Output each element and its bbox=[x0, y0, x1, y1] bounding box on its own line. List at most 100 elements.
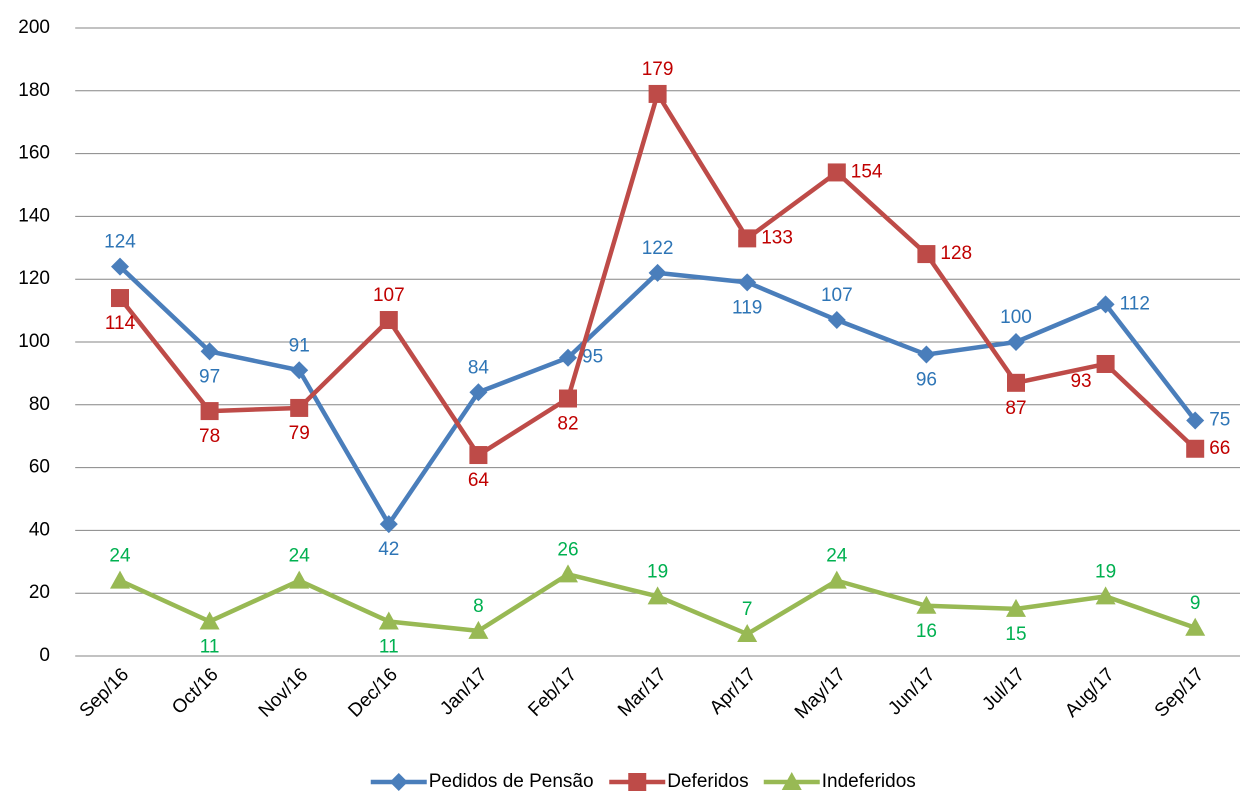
marker bbox=[1006, 598, 1026, 617]
data-label: 19 bbox=[1095, 561, 1116, 582]
data-label: 179 bbox=[642, 59, 674, 80]
marker bbox=[200, 402, 219, 421]
x-tick-label: Jun/17 bbox=[884, 664, 939, 719]
marker bbox=[1186, 411, 1205, 430]
marker bbox=[1007, 373, 1025, 392]
x-tick-label: Nov/16 bbox=[255, 664, 312, 721]
data-label: 122 bbox=[642, 238, 674, 259]
data-label: 11 bbox=[379, 636, 399, 657]
y-tick-label: 80 bbox=[29, 394, 50, 415]
legend-label: Deferidos bbox=[667, 771, 748, 792]
x-tick-label: Mar/17 bbox=[614, 664, 671, 721]
data-label: 154 bbox=[851, 161, 883, 182]
data-label: 128 bbox=[940, 243, 972, 264]
marker bbox=[917, 245, 936, 264]
x-tick-label: May/17 bbox=[791, 664, 850, 723]
marker bbox=[917, 345, 936, 364]
data-label: 75 bbox=[1209, 410, 1230, 431]
marker bbox=[290, 361, 309, 380]
data-label: 93 bbox=[1070, 371, 1091, 392]
marker bbox=[469, 446, 488, 465]
data-label: 124 bbox=[104, 232, 136, 253]
marker bbox=[827, 311, 846, 330]
data-label: 64 bbox=[468, 470, 490, 491]
data-label: 78 bbox=[199, 426, 220, 447]
marker bbox=[781, 772, 802, 790]
series-line bbox=[118, 265, 1197, 527]
data-label: 24 bbox=[109, 546, 131, 567]
data-label: 133 bbox=[761, 227, 793, 248]
x-tick-label: Sep/17 bbox=[1151, 664, 1208, 721]
x-tick-label: Oct/16 bbox=[168, 664, 222, 718]
data-label: 19 bbox=[647, 561, 668, 582]
marker bbox=[290, 398, 309, 417]
data-label: 100 bbox=[1000, 307, 1032, 328]
marker bbox=[111, 257, 129, 276]
marker bbox=[379, 515, 398, 534]
data-label: 26 bbox=[557, 539, 578, 560]
data-label: 84 bbox=[468, 357, 490, 378]
data-label: 9 bbox=[1190, 593, 1201, 614]
legend-label: Indeferidos bbox=[822, 771, 916, 792]
y-tick-label: 120 bbox=[18, 268, 50, 289]
marker bbox=[737, 624, 758, 643]
marker bbox=[110, 570, 130, 589]
marker bbox=[1186, 439, 1205, 458]
marker bbox=[647, 586, 668, 605]
marker bbox=[648, 263, 667, 282]
data-label: 66 bbox=[1209, 438, 1230, 459]
data-label: 11 bbox=[200, 636, 220, 657]
y-tick-label: 140 bbox=[18, 205, 50, 226]
marker bbox=[1095, 586, 1116, 605]
x-tick-label: Feb/17 bbox=[524, 664, 581, 721]
data-label: 97 bbox=[199, 366, 220, 387]
y-tick-label: 20 bbox=[29, 582, 50, 603]
data-label: 16 bbox=[916, 621, 937, 642]
marker bbox=[916, 595, 937, 614]
data-label: 24 bbox=[826, 546, 848, 567]
marker bbox=[559, 348, 577, 367]
x-tick-label: Dec/16 bbox=[344, 664, 401, 721]
data-label: 79 bbox=[289, 423, 310, 444]
data-label: 114 bbox=[105, 313, 136, 334]
y-tick-label: 40 bbox=[29, 519, 50, 540]
x-tick-label: Apr/17 bbox=[706, 664, 760, 718]
marker bbox=[558, 564, 578, 583]
data-label: 24 bbox=[289, 546, 311, 567]
data-label: 7 bbox=[742, 599, 753, 620]
data-label: 82 bbox=[557, 414, 578, 435]
data-label: 96 bbox=[916, 370, 937, 391]
data-label: 119 bbox=[732, 297, 762, 318]
y-tick-label: 0 bbox=[39, 645, 50, 666]
marker bbox=[389, 773, 408, 791]
marker bbox=[289, 570, 310, 589]
marker bbox=[559, 389, 577, 408]
data-label: 95 bbox=[582, 347, 603, 368]
y-tick-label: 180 bbox=[18, 80, 50, 101]
data-label: 107 bbox=[373, 285, 405, 306]
marker bbox=[738, 229, 757, 248]
marker bbox=[111, 289, 129, 308]
legend-label: Pedidos de Pensão bbox=[429, 771, 594, 792]
y-tick-label: 200 bbox=[18, 17, 50, 38]
marker bbox=[378, 611, 399, 630]
data-label: 87 bbox=[1005, 398, 1026, 419]
marker bbox=[648, 84, 667, 103]
x-tick-label: Jan/17 bbox=[436, 664, 491, 719]
y-tick-label: 160 bbox=[18, 143, 50, 164]
marker bbox=[738, 273, 757, 292]
marker bbox=[1096, 354, 1115, 373]
data-label: 107 bbox=[821, 285, 853, 306]
marker bbox=[379, 311, 398, 330]
marker bbox=[826, 570, 847, 589]
marker bbox=[1007, 333, 1025, 351]
x-tick-label: Aug/17 bbox=[1061, 664, 1118, 721]
marker bbox=[468, 620, 489, 639]
data-label: 91 bbox=[289, 335, 310, 356]
marker bbox=[1096, 295, 1115, 314]
y-tick-label: 60 bbox=[29, 457, 50, 478]
data-label: 112 bbox=[1120, 293, 1150, 314]
marker bbox=[199, 611, 220, 630]
data-label: 42 bbox=[378, 539, 399, 560]
marker bbox=[827, 163, 846, 182]
